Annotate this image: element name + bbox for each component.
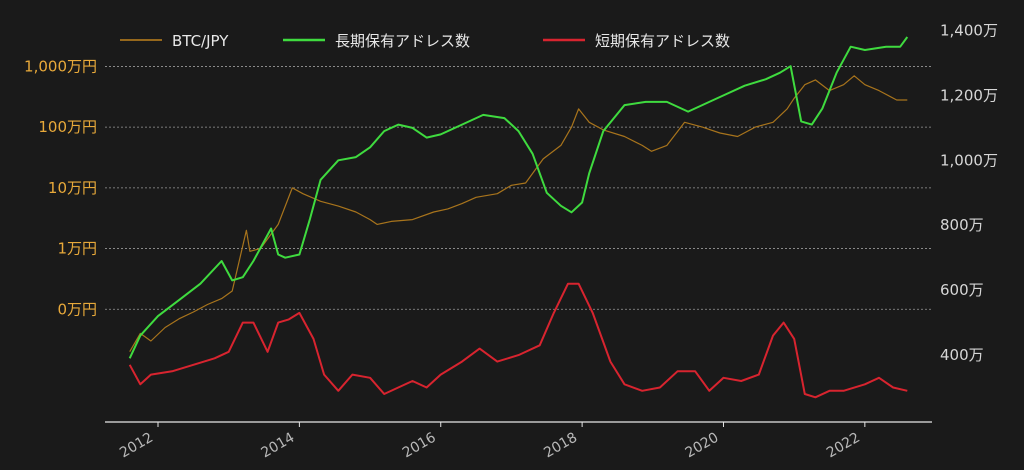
right-tick-label: 1,200万 — [940, 86, 998, 104]
left-tick-label: 1,000万円 — [24, 57, 97, 75]
legend-label: BTC/JPY — [172, 32, 229, 50]
x-tick-label: 2012 — [117, 430, 156, 462]
x-tick-label: 2018 — [541, 430, 580, 462]
grid-lines — [105, 66, 932, 310]
right-tick-label: 400万 — [940, 346, 984, 364]
legend-label: 長期保有アドレス数 — [335, 32, 470, 50]
right-axis-ticks: 1,400万 1,200万 1,000万 800万 600万 400万 — [940, 21, 998, 364]
x-tick-label: 2016 — [400, 430, 439, 462]
x-tick-label: 2020 — [683, 430, 722, 462]
left-tick-label: 10万円 — [48, 179, 97, 197]
series-line-2 — [128, 282, 908, 399]
series-line-0 — [129, 75, 908, 353]
right-tick-label: 800万 — [940, 216, 984, 234]
legend: BTC/JPY 長期保有アドレス数 短期保有アドレス数 — [120, 32, 730, 50]
right-tick-label: 1,000万 — [940, 151, 998, 169]
right-tick-label: 600万 — [940, 281, 984, 299]
right-tick-label: 1,400万 — [940, 21, 998, 39]
series-line-1 — [128, 36, 909, 359]
series-lines — [128, 36, 909, 399]
left-axis-ticks: 1,000万円 100万円 10万円 1万円 0万円 — [24, 57, 97, 318]
x-axis: 2012 2014 2016 2018 2020 2022 — [105, 421, 932, 462]
left-tick-label: 100万円 — [38, 118, 97, 136]
x-tick-label: 2014 — [259, 430, 298, 462]
legend-label: 短期保有アドレス数 — [595, 32, 730, 50]
x-tick-label: 2022 — [824, 430, 863, 462]
left-tick-label: 0万円 — [57, 300, 97, 318]
left-tick-label: 1万円 — [57, 240, 97, 258]
